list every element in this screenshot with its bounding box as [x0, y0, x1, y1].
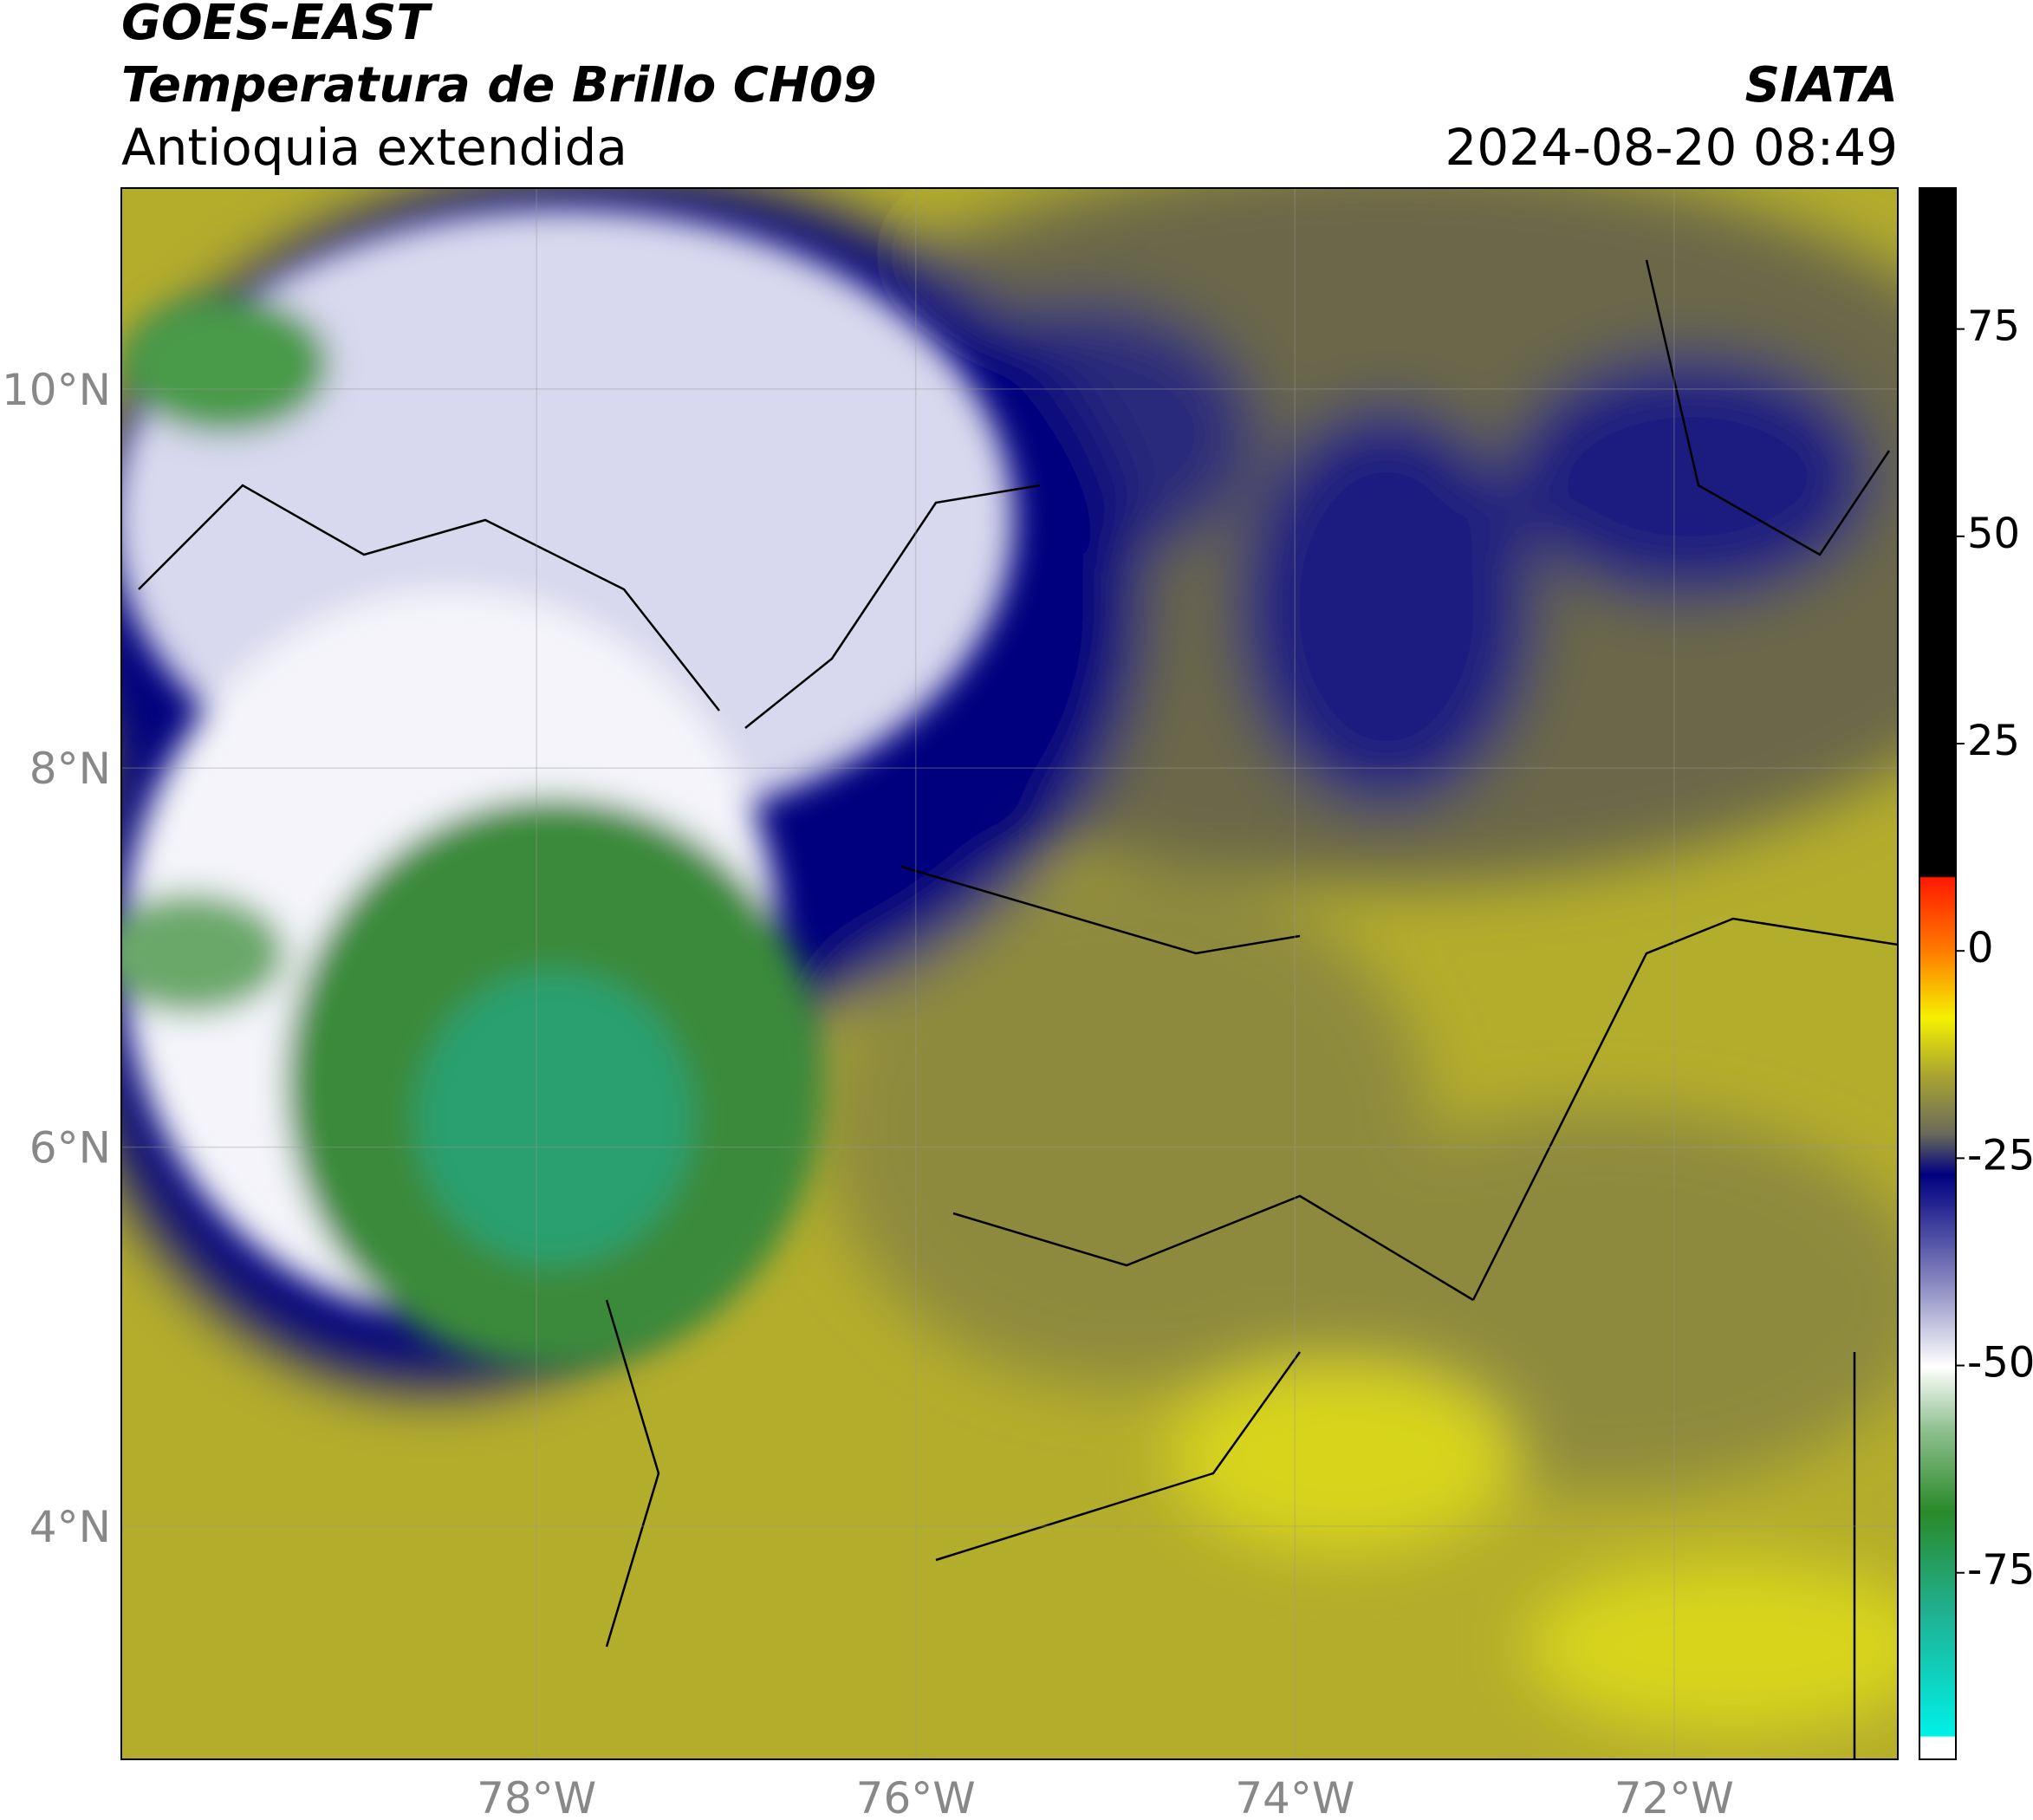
x-tick-label: 74°W	[1235, 1773, 1354, 1820]
agency: SIATA	[1745, 57, 1898, 114]
region: Antioquia extendida	[121, 118, 627, 177]
x-tick-label: 76°W	[856, 1773, 976, 1820]
subtitle: Temperatura de Brillo CH09	[121, 57, 877, 114]
x-tick-label: 72°W	[1614, 1773, 1734, 1820]
colorbar-tick-label: 50	[1967, 510, 2020, 558]
colorbar-tick-label: -50	[1967, 1339, 2033, 1388]
timestamp: 2024-08-20 08:49	[1445, 118, 1898, 177]
colorbar-tick-label: 25	[1967, 717, 2020, 765]
title: GOES-EAST	[121, 0, 432, 51]
colorbar-tick-label: 75	[1967, 302, 2020, 351]
y-tick-label: 10°N	[2, 365, 111, 415]
y-tick-label: 6°N	[29, 1123, 111, 1173]
x-tick-label: 78°W	[477, 1773, 596, 1820]
colorbar-tick-label: 0	[1967, 924, 1994, 972]
colorbar-tick-label: -75	[1967, 1546, 2033, 1595]
y-tick-label: 4°N	[29, 1502, 111, 1552]
satellite-image	[121, 188, 1898, 1759]
colorbar-tick-label: -25	[1967, 1131, 2033, 1180]
colorbar	[1919, 187, 1957, 1760]
map-frame	[120, 187, 1899, 1760]
y-tick-label: 8°N	[29, 744, 111, 794]
